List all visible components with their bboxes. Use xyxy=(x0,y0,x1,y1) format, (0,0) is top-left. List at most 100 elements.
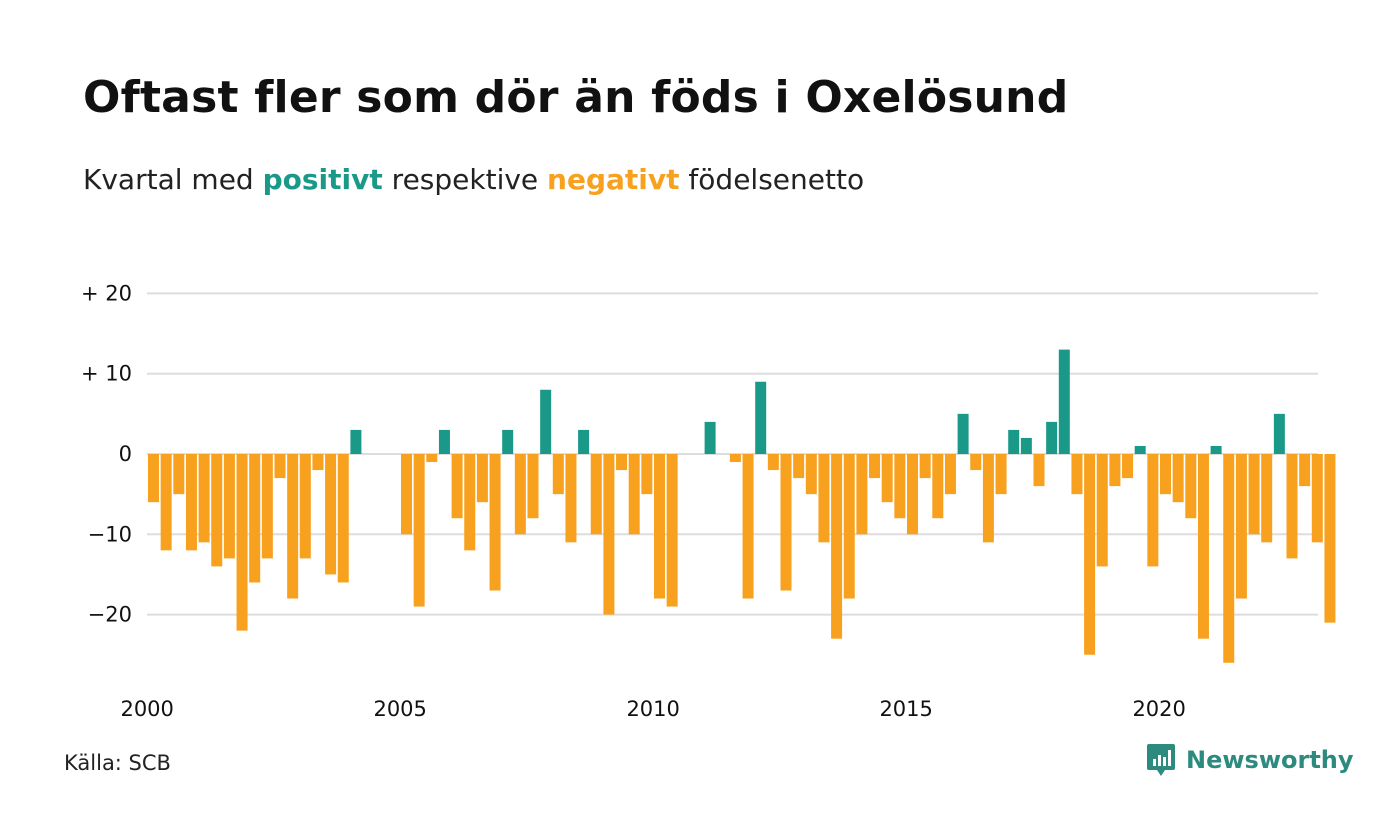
bar-negative xyxy=(654,454,665,599)
subtitle-positive-word: positivt xyxy=(262,163,383,196)
bar-negative xyxy=(1286,454,1298,559)
bar-negative xyxy=(641,454,653,495)
bar-positive xyxy=(540,389,552,454)
bar-positive xyxy=(1020,437,1032,454)
bar-positive xyxy=(1058,349,1070,454)
y-tick-label: 0 xyxy=(119,442,132,466)
bar-negative xyxy=(1071,454,1083,495)
bar-positive xyxy=(1046,421,1058,454)
x-tick-label: 2010 xyxy=(626,697,679,721)
bar-negative xyxy=(489,454,501,591)
bar-negative xyxy=(312,454,324,471)
brand-logo: Newsworthy xyxy=(1146,742,1354,778)
bar-negative xyxy=(185,454,197,551)
bar-negative xyxy=(1311,454,1323,543)
bar-negative xyxy=(628,454,640,535)
bar-negative xyxy=(552,454,564,495)
y-tick-label: −10 xyxy=(88,522,132,546)
bar-negative xyxy=(236,454,248,631)
x-tick-label: 2000 xyxy=(120,697,173,721)
bar-negative xyxy=(1084,454,1096,655)
bar-negative xyxy=(160,454,172,551)
bar-positive xyxy=(704,421,716,454)
bar-negative xyxy=(831,454,843,639)
bar-negative xyxy=(742,454,754,599)
bar-positive xyxy=(1134,445,1146,454)
bar-negative xyxy=(1033,454,1045,487)
bar-negative xyxy=(1223,454,1235,663)
bar-negative xyxy=(919,454,931,479)
bar-negative xyxy=(337,454,349,583)
bar-positive xyxy=(1008,429,1020,454)
newsworthy-logo-icon xyxy=(1147,744,1175,776)
x-tick-label: 2005 xyxy=(373,697,426,721)
bar-positive xyxy=(1210,445,1222,454)
bar-negative xyxy=(476,454,488,503)
bar-negative xyxy=(299,454,311,559)
bar-negative xyxy=(426,454,438,463)
x-tick-label: 2015 xyxy=(879,697,932,721)
bars xyxy=(148,349,1336,663)
bar-positive xyxy=(957,413,969,454)
brand-name: Newsworthy xyxy=(1186,746,1354,774)
bar-negative xyxy=(590,454,602,535)
bar-positive xyxy=(438,429,450,454)
bar-positive xyxy=(350,429,362,454)
subtitle-middle: respektive xyxy=(382,163,548,196)
bar-negative xyxy=(1299,454,1311,487)
y-axis-tick-labels: + 20 + 10 0 −10 −20 xyxy=(81,281,132,626)
bar-negative xyxy=(843,454,855,599)
bar-negative xyxy=(173,454,185,495)
bar-positive xyxy=(1273,413,1285,454)
bar-negative xyxy=(1147,454,1159,567)
bar-negative xyxy=(666,454,678,607)
bar-positive xyxy=(578,429,590,454)
chart-subtitle: Kvartal med positivt respektive negativt… xyxy=(83,163,864,196)
bar-positive xyxy=(502,429,514,454)
bar-negative xyxy=(1248,454,1260,535)
bar-negative xyxy=(729,454,741,463)
bar-negative xyxy=(1261,454,1273,543)
bar-negative xyxy=(527,454,539,519)
bar-negative xyxy=(198,454,210,543)
subtitle-prefix: Kvartal med xyxy=(83,163,263,196)
bar-negative xyxy=(1160,454,1171,495)
y-tick-label: + 20 xyxy=(81,281,132,305)
bar-negative xyxy=(1324,454,1336,623)
bar-negative xyxy=(982,454,994,543)
bar-negative xyxy=(780,454,792,591)
chart-title: Oftast fler som dör än föds i Oxelösund xyxy=(83,72,1069,123)
bar-negative xyxy=(223,454,235,559)
source-note: Källa: SCB xyxy=(64,751,171,775)
bar-negative xyxy=(274,454,286,479)
bar-negative xyxy=(401,454,412,535)
bar-negative xyxy=(805,454,817,495)
bar-negative xyxy=(1122,454,1134,479)
bar-negative xyxy=(249,454,261,583)
bar-negative xyxy=(616,454,628,471)
bar-negative xyxy=(1096,454,1108,567)
bar-positive xyxy=(755,381,767,454)
bar-negative xyxy=(894,454,906,519)
y-tick-label: + 10 xyxy=(81,362,132,386)
bar-negative xyxy=(995,454,1007,495)
bar-negative xyxy=(603,454,615,615)
bar-negative xyxy=(932,454,944,519)
bar-negative xyxy=(211,454,223,567)
bar-negative xyxy=(818,454,830,543)
y-tick-label: −20 xyxy=(88,603,132,627)
bar-negative xyxy=(148,454,159,503)
bar-negative xyxy=(261,454,273,559)
bar-negative xyxy=(944,454,956,495)
bar-negative xyxy=(325,454,337,575)
bar-negative xyxy=(1197,454,1209,639)
bar-negative xyxy=(413,454,425,607)
bar-negative xyxy=(1109,454,1121,487)
bar-negative xyxy=(767,454,779,471)
bar-negative xyxy=(1185,454,1197,519)
bar-negative xyxy=(464,454,476,551)
bar-negative xyxy=(907,454,918,535)
x-axis-tick-labels: 2000 2005 2010 2015 2020 xyxy=(120,697,1185,721)
bar-negative xyxy=(287,454,299,599)
